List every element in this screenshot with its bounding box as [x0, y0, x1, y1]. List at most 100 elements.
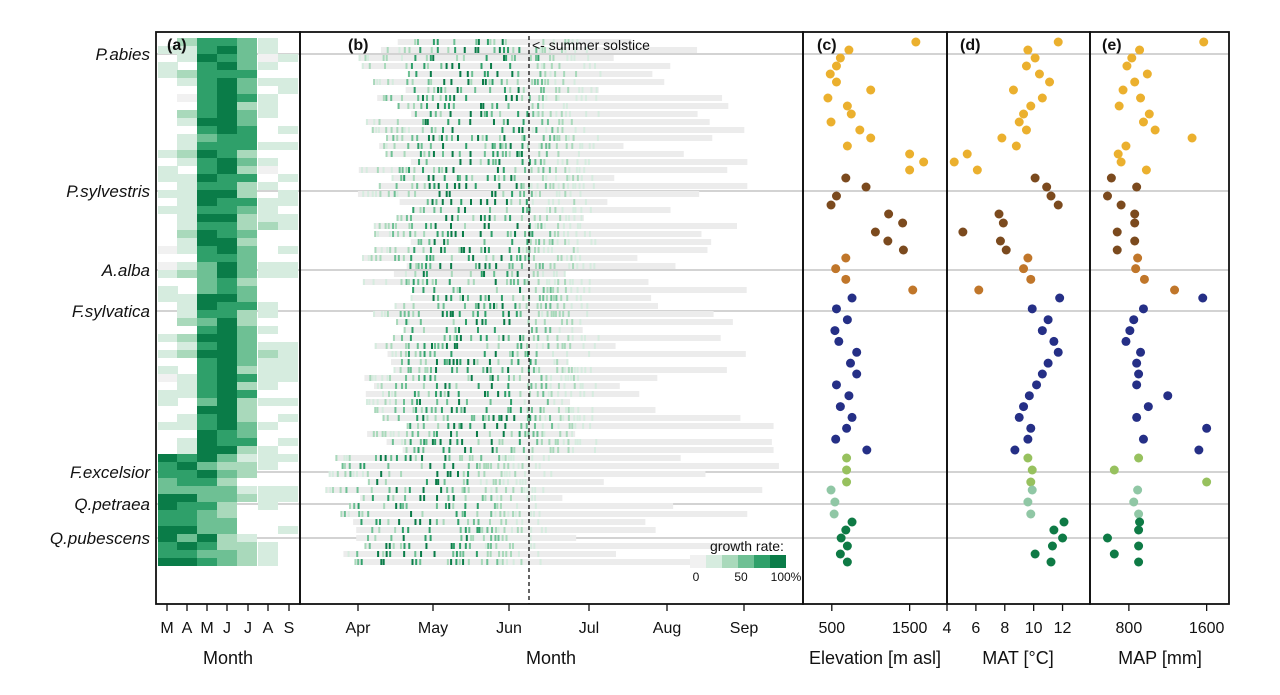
- summer-solstice-annotation: <- summer solstice: [532, 37, 650, 53]
- panel-b-season-band: [354, 559, 710, 565]
- panel-b-cell: [367, 479, 370, 485]
- elevation-dot: [844, 45, 854, 55]
- panel-b-cell: [506, 79, 509, 85]
- panel-b-cell: [520, 183, 523, 189]
- panel-a-cell: [197, 350, 217, 358]
- map-dot: [1202, 423, 1212, 433]
- panel-a-cell: [197, 222, 217, 230]
- site-dots: [823, 37, 1212, 567]
- panel-b-cell: [556, 367, 559, 373]
- panel-a-cell: [158, 374, 178, 382]
- panel-b-cell: [393, 367, 396, 373]
- panel-b-cell: [507, 383, 510, 389]
- panel-b-cell: [404, 487, 407, 493]
- panel-b-cell: [448, 447, 451, 453]
- panel-b-cell: [480, 247, 483, 253]
- panel-b-cell: [501, 535, 504, 541]
- panel-b-cell: [526, 351, 529, 357]
- panel-a-cell: [158, 502, 178, 510]
- panel-b-cell: [404, 439, 407, 445]
- panel-b-cell: [535, 343, 538, 349]
- panel-b-cell: [551, 423, 554, 429]
- elevation-dot: [830, 497, 840, 507]
- panel-b-cell: [537, 111, 540, 117]
- panel-b-cell: [535, 367, 538, 373]
- panel-b-cell: [508, 391, 511, 397]
- panel-b-cell: [459, 551, 462, 557]
- panel-a-cell: [278, 222, 298, 230]
- panel-b-cell: [443, 103, 446, 109]
- panel-b-cell: [567, 335, 570, 341]
- panel-b-cell: [479, 159, 482, 165]
- panel-b-cell: [568, 111, 571, 117]
- mat-dot: [1023, 253, 1033, 263]
- panel-a-cell: [197, 54, 217, 62]
- panel-b-cell: [423, 63, 426, 69]
- panel-a-cell: [197, 494, 217, 502]
- panel-a-cell: [197, 142, 217, 150]
- mat-dot: [1021, 61, 1031, 71]
- map-dot: [1141, 165, 1151, 175]
- panel-b-cell: [508, 151, 511, 157]
- panel-b-cell: [567, 183, 570, 189]
- panel-b-cell: [360, 559, 363, 565]
- panel-b-cell: [374, 455, 377, 461]
- panel-b-cell: [541, 311, 544, 317]
- panel-b-cell: [533, 79, 536, 85]
- panel-b-cell: [442, 519, 445, 525]
- panel-b-cell: [554, 167, 557, 173]
- panel-a-cell: [217, 518, 237, 526]
- panel-b-cell: [429, 367, 432, 373]
- panel-b-cell: [493, 271, 496, 277]
- panel-b-cell: [497, 391, 500, 397]
- panel-a-cell: [158, 558, 178, 566]
- panel-a-cell: [197, 430, 217, 438]
- panel-b-cell: [489, 551, 492, 557]
- panel-b-cell: [405, 319, 408, 325]
- elevation-dot: [898, 218, 908, 228]
- panel-b-season-band: [341, 463, 779, 469]
- mat-dot: [949, 157, 959, 167]
- panel-b-cell: [493, 143, 496, 149]
- panel-b-cell: [568, 175, 571, 181]
- panel-b-cell: [356, 487, 359, 493]
- panel-b-cell: [556, 359, 559, 365]
- panel-a-cell: [197, 390, 217, 398]
- panel-a-cell: [237, 86, 257, 94]
- panel-b-cell: [429, 375, 432, 381]
- panel-c-tick-label: 500: [818, 620, 845, 637]
- panel-b-cell: [425, 55, 428, 61]
- panel-b-cell: [554, 71, 557, 77]
- panel-a-cell: [237, 190, 257, 198]
- panel-b-cell: [442, 143, 445, 149]
- panel-b-cell: [498, 479, 501, 485]
- panel-b-cell: [543, 159, 546, 165]
- panel-b-cell: [591, 407, 594, 413]
- panel-b-cell: [418, 399, 421, 405]
- panel-a-cell: [158, 518, 178, 526]
- panel-b-cell: [595, 439, 598, 445]
- map-dot: [1109, 549, 1119, 559]
- panel-b-cell: [359, 463, 362, 469]
- panel-b-cell: [440, 63, 443, 69]
- panel-a-cell: [278, 86, 298, 94]
- panel-a-cell: [217, 214, 237, 222]
- panel-b-cell: [411, 223, 414, 229]
- panel-b-cell: [504, 455, 507, 461]
- panel-a-cell: [197, 134, 217, 142]
- panel-b-cell: [566, 159, 569, 165]
- panel-b-cell: [485, 335, 488, 341]
- panel-b-cell: [419, 495, 422, 501]
- panel-b-cell: [578, 415, 581, 421]
- map-dot: [1132, 380, 1142, 390]
- panel-a-cell: [217, 286, 237, 294]
- panel-b-cell: [469, 271, 472, 277]
- panel-b-cell: [450, 231, 453, 237]
- panel-b-cell: [446, 399, 449, 405]
- legend-swatch: [690, 555, 706, 568]
- mat-dot: [1026, 274, 1036, 284]
- panel-b-cell: [421, 279, 424, 285]
- panel-a-cell: [158, 262, 178, 270]
- panel-b-season-band: [410, 159, 748, 165]
- panel-a-cell: [278, 198, 298, 206]
